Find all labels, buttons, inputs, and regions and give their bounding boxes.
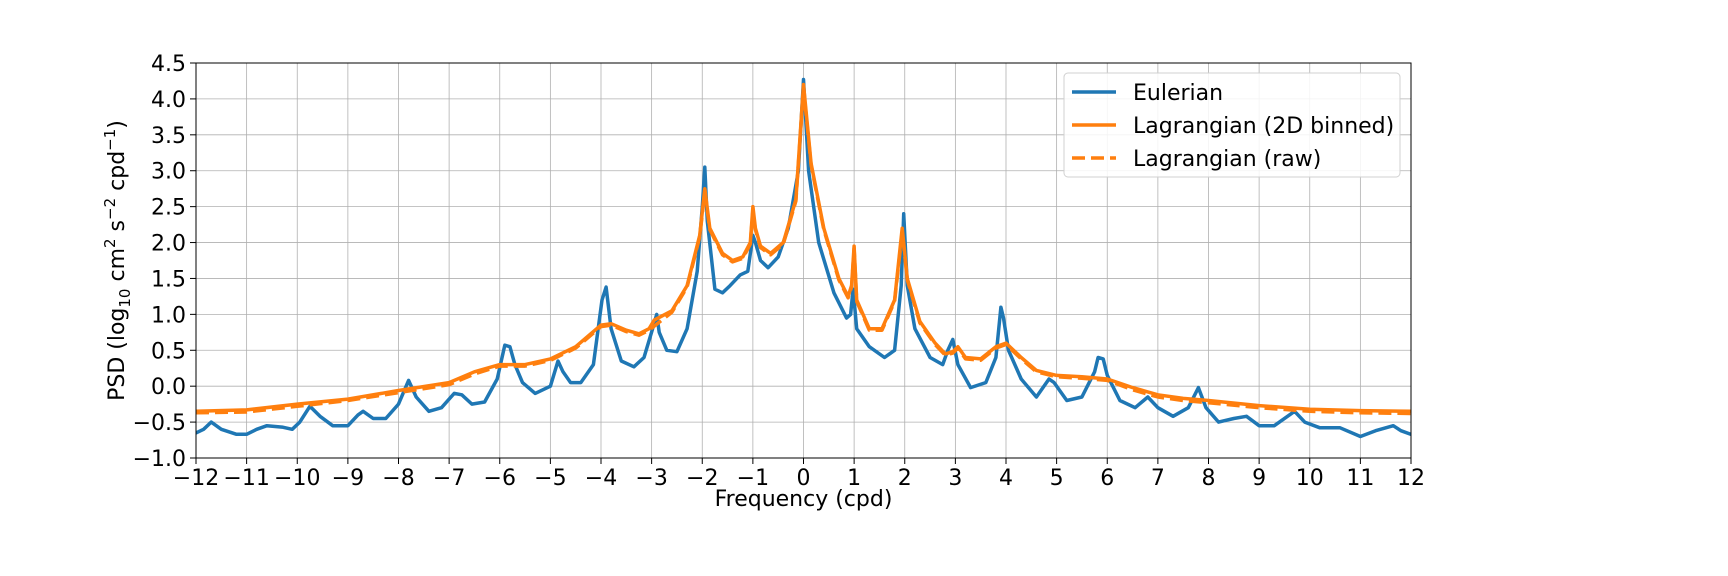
y-axis-label: PSD (log10 cm2 s−2 cpd−1) bbox=[101, 120, 134, 401]
series-line-0 bbox=[196, 77, 1411, 439]
y-axis-label-part: cpd bbox=[105, 151, 130, 198]
x-tick-label: 11 bbox=[1346, 466, 1374, 491]
x-tick-label: 9 bbox=[1252, 466, 1266, 491]
x-tick-label: 12 bbox=[1397, 466, 1425, 491]
y-tick-label: 3.0 bbox=[151, 160, 186, 185]
y-tick-label: 2.0 bbox=[151, 232, 186, 257]
y-tick-label: 4.5 bbox=[151, 52, 186, 77]
x-axis-label: Frequency (cpd) bbox=[715, 487, 893, 512]
x-tick-label: 8 bbox=[1202, 466, 1216, 491]
x-axis: −12 −11 −10 −9 −8 −7 −6 −5 −4 −3 −2 −1 0 1 2 3 4 5 6 7 8 9 10 1… bbox=[173, 458, 1425, 491]
x-tick-label: −12 bbox=[173, 466, 219, 491]
x-tick-label: −10 bbox=[274, 466, 320, 491]
series-layer bbox=[196, 77, 1411, 439]
x-tick-label: −7 bbox=[433, 466, 465, 491]
x-tick-label: −5 bbox=[534, 466, 566, 491]
x-tick-label: 2 bbox=[898, 466, 912, 491]
y-axis-label-part: ) bbox=[105, 120, 130, 129]
x-tick-label: 10 bbox=[1296, 466, 1324, 491]
legend-label: Lagrangian (2D binned) bbox=[1133, 114, 1394, 139]
x-tick-label: 5 bbox=[1050, 466, 1064, 491]
y-tick-label: −1.0 bbox=[133, 447, 186, 472]
x-tick-label: 4 bbox=[999, 466, 1013, 491]
y-tick-label: 2.5 bbox=[151, 196, 186, 221]
y-axis-label-part: s bbox=[105, 220, 130, 238]
y-tick-label: −0.5 bbox=[133, 411, 186, 436]
y-tick-label: 4.0 bbox=[151, 88, 186, 113]
y-tick-label: 1.5 bbox=[151, 267, 186, 292]
y-tick-label: 3.5 bbox=[151, 124, 186, 149]
y-tick-label: 0.5 bbox=[151, 339, 186, 364]
x-tick-label: −6 bbox=[484, 466, 516, 491]
x-tick-label: 7 bbox=[1151, 466, 1165, 491]
legend-label: Lagrangian (raw) bbox=[1133, 147, 1321, 172]
x-tick-label: −3 bbox=[635, 466, 667, 491]
y-axis-label-sup: −1 bbox=[101, 129, 119, 151]
legend-box bbox=[1063, 72, 1401, 178]
y-tick-label: 0.0 bbox=[151, 375, 186, 400]
y-axis: −1.0 −0.5 0.0 0.5 1.0 1.5 2.0 2.5 3.0 3.5 4.0 4.5 bbox=[133, 52, 196, 472]
x-tick-label: −11 bbox=[223, 466, 269, 491]
x-tick-label: −8 bbox=[382, 466, 414, 491]
y-tick-label: 1.0 bbox=[151, 303, 186, 328]
y-axis-label-part: PSD (log bbox=[105, 308, 130, 401]
x-tick-label: 1 bbox=[847, 466, 861, 491]
x-tick-label: 0 bbox=[797, 466, 811, 491]
y-axis-label-sub: 10 bbox=[116, 289, 134, 308]
x-tick-label: −9 bbox=[332, 466, 364, 491]
series-line-1 bbox=[196, 82, 1411, 414]
x-tick-label: −1 bbox=[737, 466, 769, 491]
x-tick-label: −2 bbox=[686, 466, 718, 491]
x-tick-label: −4 bbox=[585, 466, 617, 491]
x-tick-label: 6 bbox=[1100, 466, 1114, 491]
grid-lines bbox=[195, 62, 1412, 459]
legend-label: Eulerian bbox=[1133, 81, 1223, 106]
legend: Eulerian Lagrangian (2D binned) Lagrangian… bbox=[1063, 72, 1401, 178]
y-axis-label-sup: −2 bbox=[101, 198, 119, 220]
y-axis-label-part: cm bbox=[105, 248, 130, 289]
x-tick-label: 3 bbox=[948, 466, 962, 491]
y-axis-label-sup: 2 bbox=[101, 238, 119, 248]
